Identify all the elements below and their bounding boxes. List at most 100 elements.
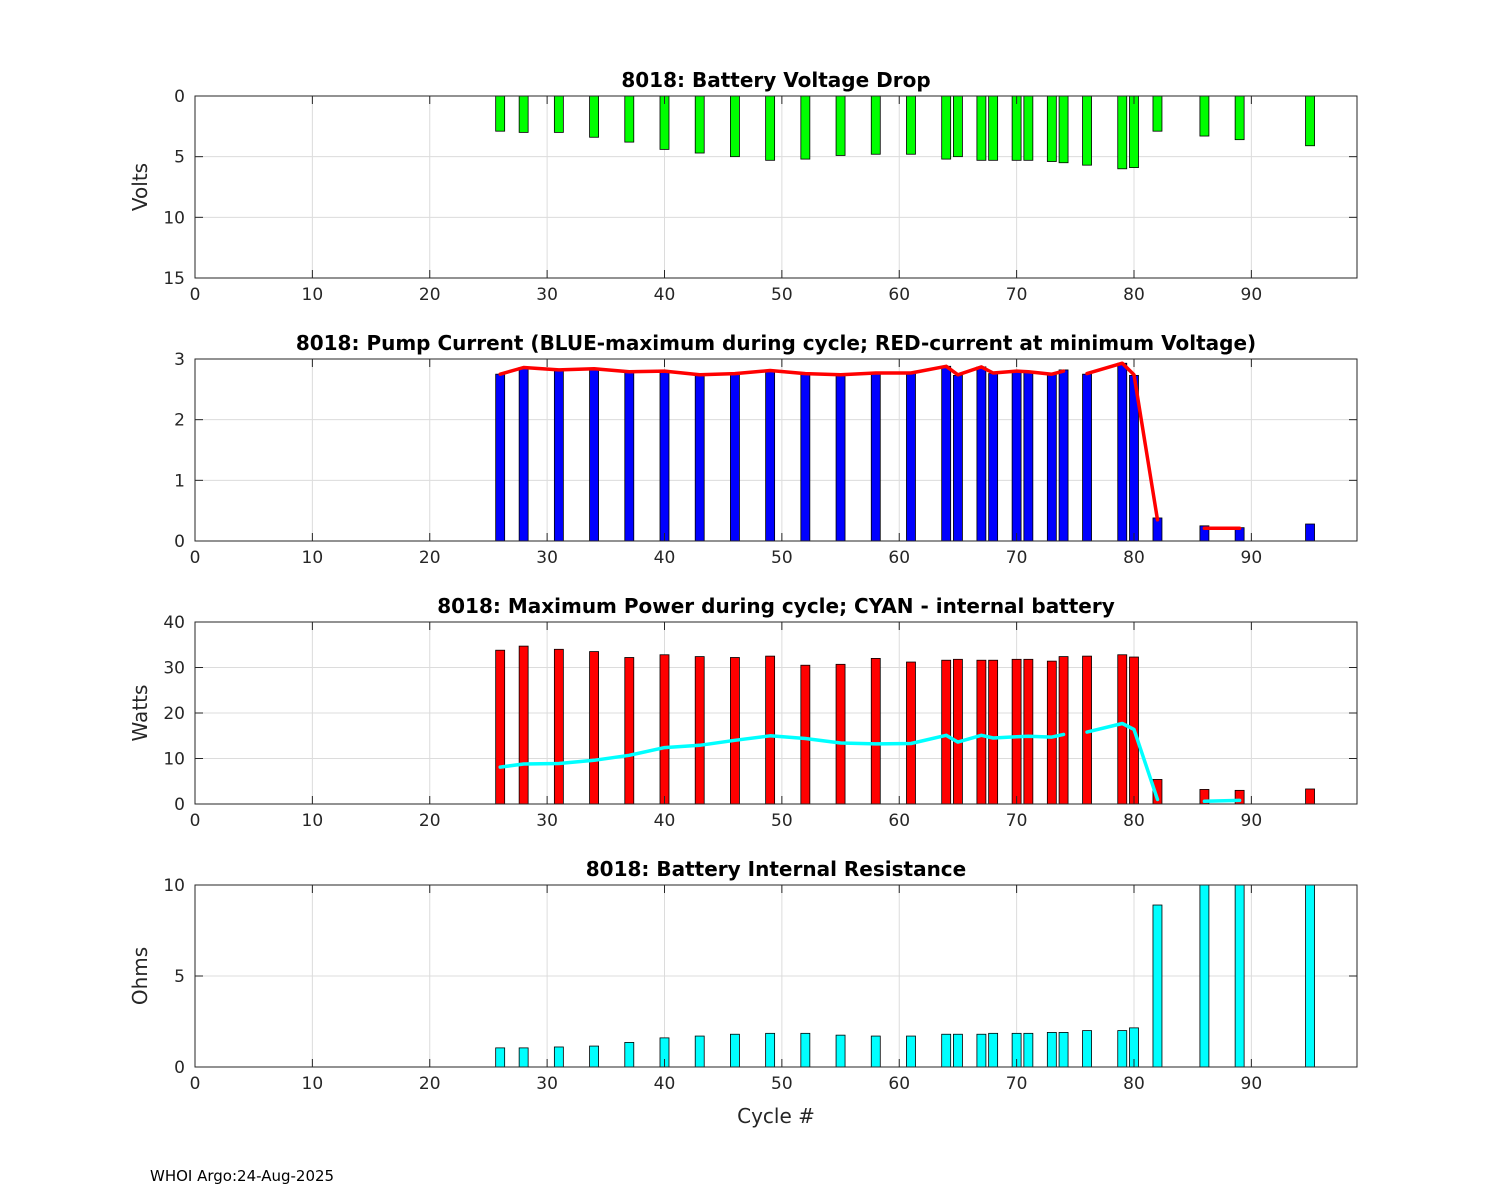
bar <box>518 1047 529 1068</box>
bar <box>1046 95 1057 162</box>
bar <box>730 1033 740 1068</box>
bar <box>495 95 506 132</box>
bar <box>659 370 670 542</box>
bar <box>1234 95 1245 141</box>
bar <box>941 95 952 160</box>
bar <box>976 659 987 805</box>
bar <box>624 657 635 805</box>
x-tick-label: 60 <box>888 811 910 831</box>
bar <box>1082 95 1092 166</box>
bar <box>906 1035 916 1068</box>
bar <box>495 649 506 805</box>
series-line <box>1202 798 1242 804</box>
x-tick-label: 0 <box>190 548 201 568</box>
bar <box>1011 370 1022 542</box>
axes-box <box>194 358 1358 542</box>
axes-box <box>194 95 1358 279</box>
y-tick-label: 0 <box>174 1058 185 1078</box>
bar <box>1305 884 1315 1068</box>
x-tick-label: 40 <box>654 285 676 305</box>
x-tick-label: 40 <box>654 811 676 831</box>
bar <box>1023 658 1034 805</box>
bar <box>518 367 529 542</box>
bar <box>1023 95 1034 161</box>
bar <box>765 1032 776 1068</box>
y-tick-label: 10 <box>163 876 185 896</box>
bar <box>624 371 635 542</box>
bar <box>906 661 916 805</box>
bar <box>589 651 599 805</box>
bar <box>988 373 999 542</box>
x-tick-label: 50 <box>771 811 793 831</box>
panel-1: 0 10 20 30 40 50 60 70 80 90 0 5 10 15 8018: Battery V… <box>128 68 1358 305</box>
bar <box>988 1032 999 1068</box>
x-tick-label: 40 <box>654 1074 676 1094</box>
y-tick-label: 0 <box>174 532 185 552</box>
panel-title: 8018: Battery Voltage Drop <box>621 68 930 92</box>
y-tick-label: 10 <box>163 208 185 228</box>
bar <box>765 95 776 161</box>
x-tick-label: 50 <box>771 548 793 568</box>
x-tick-label: 60 <box>888 1074 910 1094</box>
bar <box>953 1033 963 1068</box>
y-tick-label: 40 <box>163 613 185 633</box>
x-tick-label: 80 <box>1123 285 1145 305</box>
bar <box>1046 1032 1057 1068</box>
x-tick-label: 20 <box>419 285 441 305</box>
footer-credit: WHOI Argo:24-Aug-2025 <box>150 1167 335 1185</box>
x-tick-label: 50 <box>771 285 793 305</box>
x-tick-label: 20 <box>419 1074 441 1094</box>
bar <box>800 664 811 805</box>
x-tick-label: 60 <box>888 548 910 568</box>
x-tick-label: 80 <box>1123 1074 1145 1094</box>
y-tick-label: 5 <box>174 148 185 168</box>
bar <box>988 95 999 161</box>
x-tick-label: 10 <box>302 285 324 305</box>
plot-area <box>195 96 1357 278</box>
bar <box>659 654 670 805</box>
x-tick-label: 40 <box>654 548 676 568</box>
panel-title: 8018: Maximum Power during cycle; CYAN -… <box>437 594 1115 618</box>
bar <box>518 645 529 805</box>
bar <box>870 1035 881 1068</box>
bar <box>694 1035 705 1068</box>
bar <box>1082 373 1092 542</box>
y-axis-label: Watts <box>128 685 152 742</box>
x-tick-label: 20 <box>419 548 441 568</box>
x-tick-label: 90 <box>1241 285 1263 305</box>
x-tick-label: 30 <box>536 285 558 305</box>
x-tick-label: 10 <box>302 1074 324 1094</box>
x-tick-label: 10 <box>302 811 324 831</box>
bar <box>1058 656 1069 805</box>
series-line <box>498 732 1066 769</box>
panel-title: 8018: Pump Current (BLUE-maximum during … <box>296 331 1256 355</box>
x-tick-label: 70 <box>1006 548 1028 568</box>
bar <box>1023 1032 1034 1068</box>
bar <box>870 658 881 805</box>
bar <box>941 365 952 542</box>
bar <box>800 1032 811 1068</box>
bar <box>659 95 670 150</box>
series-line <box>498 364 1066 377</box>
bar <box>941 1033 952 1068</box>
bar <box>1046 660 1057 805</box>
bar <box>1305 788 1315 805</box>
bar <box>730 373 740 542</box>
x-tick-label: 90 <box>1241 1074 1263 1094</box>
bar <box>694 374 705 542</box>
y-axis-label: Volts <box>128 163 152 211</box>
bar <box>553 95 564 133</box>
bar <box>1117 1030 1128 1068</box>
bar <box>1305 95 1315 147</box>
bar <box>553 648 564 805</box>
x-tick-label: 0 <box>190 1074 201 1094</box>
y-tick-label: 3 <box>174 350 185 370</box>
bar <box>694 95 705 154</box>
x-tick-label: 0 <box>190 285 201 305</box>
x-tick-label: 90 <box>1241 548 1263 568</box>
x-tick-label: 10 <box>302 548 324 568</box>
bar <box>835 663 846 805</box>
bar <box>976 1033 987 1068</box>
bar <box>941 659 952 805</box>
